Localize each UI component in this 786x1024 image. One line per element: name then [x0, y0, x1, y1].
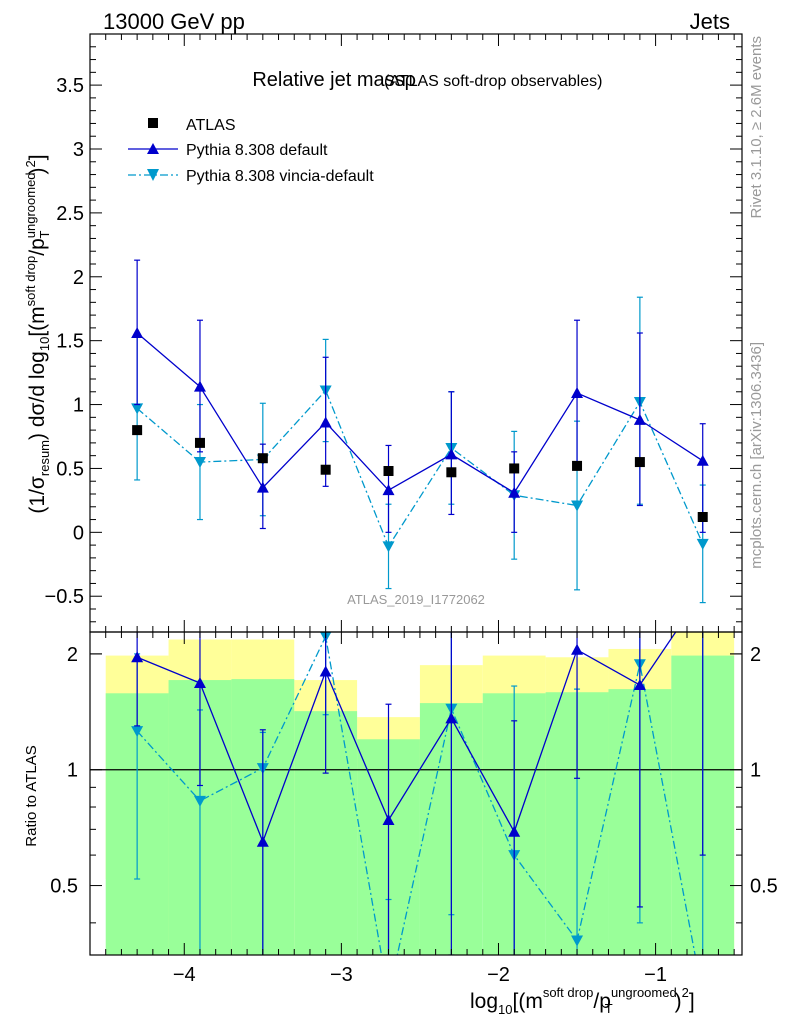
- atlas-point: [509, 463, 520, 474]
- y-tick-label: 0: [73, 522, 84, 544]
- default-point: [508, 486, 521, 498]
- ratio-vincia-point: [697, 990, 709, 1001]
- atlas-point: [697, 512, 708, 522]
- atlas-point: [383, 466, 394, 476]
- y-tick-label: 1.5: [56, 331, 84, 353]
- legend-vincia-label: Pythia 8.308 vincia-default: [186, 168, 374, 185]
- y-axis-label: (1/σresum) dσ/d log10[(msoft drop/pungro…: [23, 154, 52, 513]
- side-label-mcplots: mcplots.cern.ch [arXiv:1306.3436]: [748, 342, 765, 569]
- ratio-frame: [89, 631, 743, 956]
- vincia-line: [136, 389, 704, 548]
- default-line: [136, 332, 704, 494]
- default-point: [571, 387, 584, 399]
- atlas-point: [634, 457, 645, 468]
- ratio-default-point: [256, 835, 269, 847]
- x-tick-label: −1: [644, 964, 667, 986]
- legend: ATLAS Pythia 8.308 default Pythia 8.308 …: [128, 117, 374, 185]
- ratio-vincia-point: [193, 795, 206, 807]
- default-point: [193, 380, 206, 392]
- x-axis-label: log10[(msoft drop/pungroomed T)2]: [470, 985, 695, 1017]
- ratio-default-point: [633, 679, 646, 691]
- side-label-rivet: Rivet 3.1.10, ≥ 2.6M events: [748, 36, 765, 219]
- legend-atlas-label: ATLAS: [186, 117, 236, 134]
- x-tick-label: −2: [487, 964, 510, 986]
- y-tick-label: 2: [73, 267, 84, 289]
- ratio-y-tick-label: 2: [67, 644, 78, 666]
- x-tick-label: −4: [173, 964, 196, 986]
- legend-atlas-marker: [148, 118, 158, 128]
- ratio-default-point: [508, 825, 521, 837]
- y-tick-label: −0.5: [45, 586, 84, 608]
- chart-title: Relative jet massρ: [252, 69, 416, 91]
- atlas-point: [194, 437, 205, 448]
- ratio-bands: [90, 632, 742, 955]
- default-point: [319, 416, 332, 428]
- header-left: 13000 GeV pp: [103, 9, 245, 34]
- ratio-default-line: [136, 632, 677, 844]
- ratio-y-tick-label-right: 0.5: [750, 876, 778, 898]
- vincia-point: [571, 500, 584, 512]
- legend-default-marker: [147, 143, 159, 154]
- y-tick-label: 3.5: [56, 75, 84, 97]
- ratio-default-point: [131, 651, 144, 663]
- default-point: [633, 413, 646, 425]
- ratio-y-tick-label: 0.5: [50, 876, 78, 898]
- ratio-y-tick-label-right: 2: [750, 644, 761, 666]
- ratio-y-tick-label-right: 1: [750, 760, 761, 782]
- y-tick-label: 2.5: [56, 203, 84, 225]
- x-tick-label: −3: [330, 964, 353, 986]
- vincia-point: [382, 541, 395, 553]
- ratio-y-tick-label: 1: [67, 760, 78, 782]
- legend-default-label: Pythia 8.308 default: [186, 142, 328, 159]
- ratio-vincia-line: [136, 634, 696, 955]
- vincia-point: [131, 403, 144, 415]
- vincia-point: [696, 538, 709, 550]
- header-right: Jets: [690, 9, 730, 34]
- vincia-point: [193, 457, 206, 469]
- default-point: [696, 454, 709, 466]
- ratio-vincia-point: [383, 990, 395, 1001]
- legend-vincia-marker: [147, 169, 159, 181]
- analysis-id: ATLAS_2019_I1772062: [347, 592, 485, 607]
- ratio-default-point: [319, 665, 332, 677]
- atlas-point: [572, 460, 583, 471]
- ratio-default-point: [571, 643, 584, 655]
- ratio-y-axis-label: Ratio to ATLAS: [23, 745, 40, 846]
- default-point: [382, 484, 395, 496]
- ratio-default-point: [193, 677, 206, 689]
- atlas-point: [446, 467, 457, 478]
- ratio-vincia-point: [571, 935, 584, 947]
- y-tick-label: 0.5: [56, 458, 84, 480]
- atlas-point: [320, 464, 331, 475]
- atlas-point: [257, 453, 268, 464]
- atlas-point: [132, 425, 143, 436]
- main-plot: [131, 259, 709, 604]
- ratio-default-point: [445, 712, 458, 724]
- chart-subtitle: (ATLAS soft-drop observables): [384, 73, 602, 90]
- y-tick-label: 3: [73, 139, 84, 161]
- ratio-vincia-point: [131, 726, 144, 738]
- y-tick-label: 1: [73, 395, 84, 417]
- default-point: [445, 448, 458, 460]
- default-point: [256, 481, 269, 493]
- ratio-default-point: [382, 814, 395, 826]
- default-point: [131, 327, 144, 338]
- axes: −4 −3 −2 −1 −0.5 0 0.5 1 1.5 2 2.5 3 3.5 0.5 0.5 1 1 2 2: [45, 33, 778, 986]
